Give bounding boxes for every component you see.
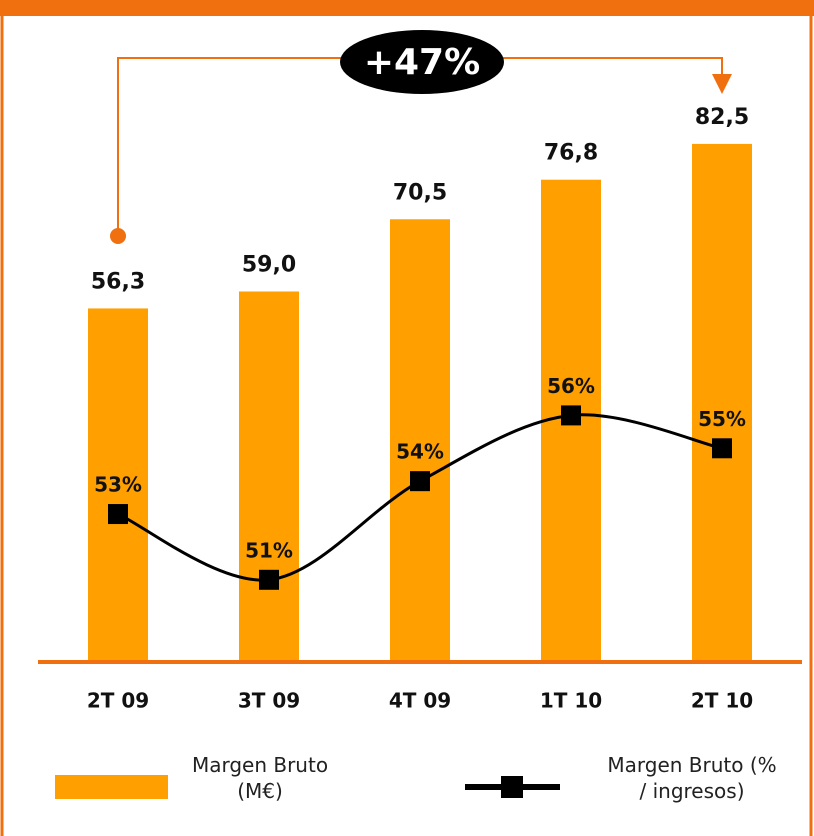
x-tick-label: 1T 10: [540, 689, 602, 713]
bar: [239, 291, 299, 662]
line-marker: [561, 405, 581, 426]
legend-bar-swatch: [55, 775, 168, 799]
x-tick-label: 2T 10: [691, 689, 753, 713]
bar-value-label: 70,5: [393, 180, 447, 205]
bar-value-label: 76,8: [544, 141, 598, 166]
line-value-label: 55%: [698, 407, 746, 431]
x-tick-label: 3T 09: [238, 689, 300, 713]
annotation-badge: [340, 30, 504, 94]
x-tick-label: 2T 09: [87, 689, 149, 713]
line-value-label: 56%: [547, 374, 595, 398]
annotation: +47%: [364, 42, 480, 83]
bar: [390, 219, 450, 662]
line-marker: [108, 504, 128, 525]
top-band: [0, 0, 814, 16]
bracket-start: [110, 228, 126, 244]
bar-value-label: 59,0: [242, 252, 296, 277]
legend-entry: Margen Bruto (M€): [191, 753, 329, 803]
bar: [88, 308, 148, 662]
line-marker: [410, 471, 430, 492]
bar-value-label: 82,5: [695, 105, 749, 130]
legend-entry: Margen Bruto (% / ingresos): [607, 753, 777, 803]
line-marker: [259, 569, 279, 590]
bar-value-label: 56,3: [91, 269, 145, 294]
bar: [692, 143, 752, 662]
line-value-label: 51%: [245, 538, 293, 562]
legend-marker-swatch: [501, 776, 523, 798]
line-value-label: 54%: [396, 440, 444, 464]
line-marker: [712, 438, 732, 459]
bracket-arrow: [712, 74, 732, 94]
x-tick-label: 4T 09: [389, 689, 451, 713]
line-value-label: 53%: [94, 473, 142, 497]
